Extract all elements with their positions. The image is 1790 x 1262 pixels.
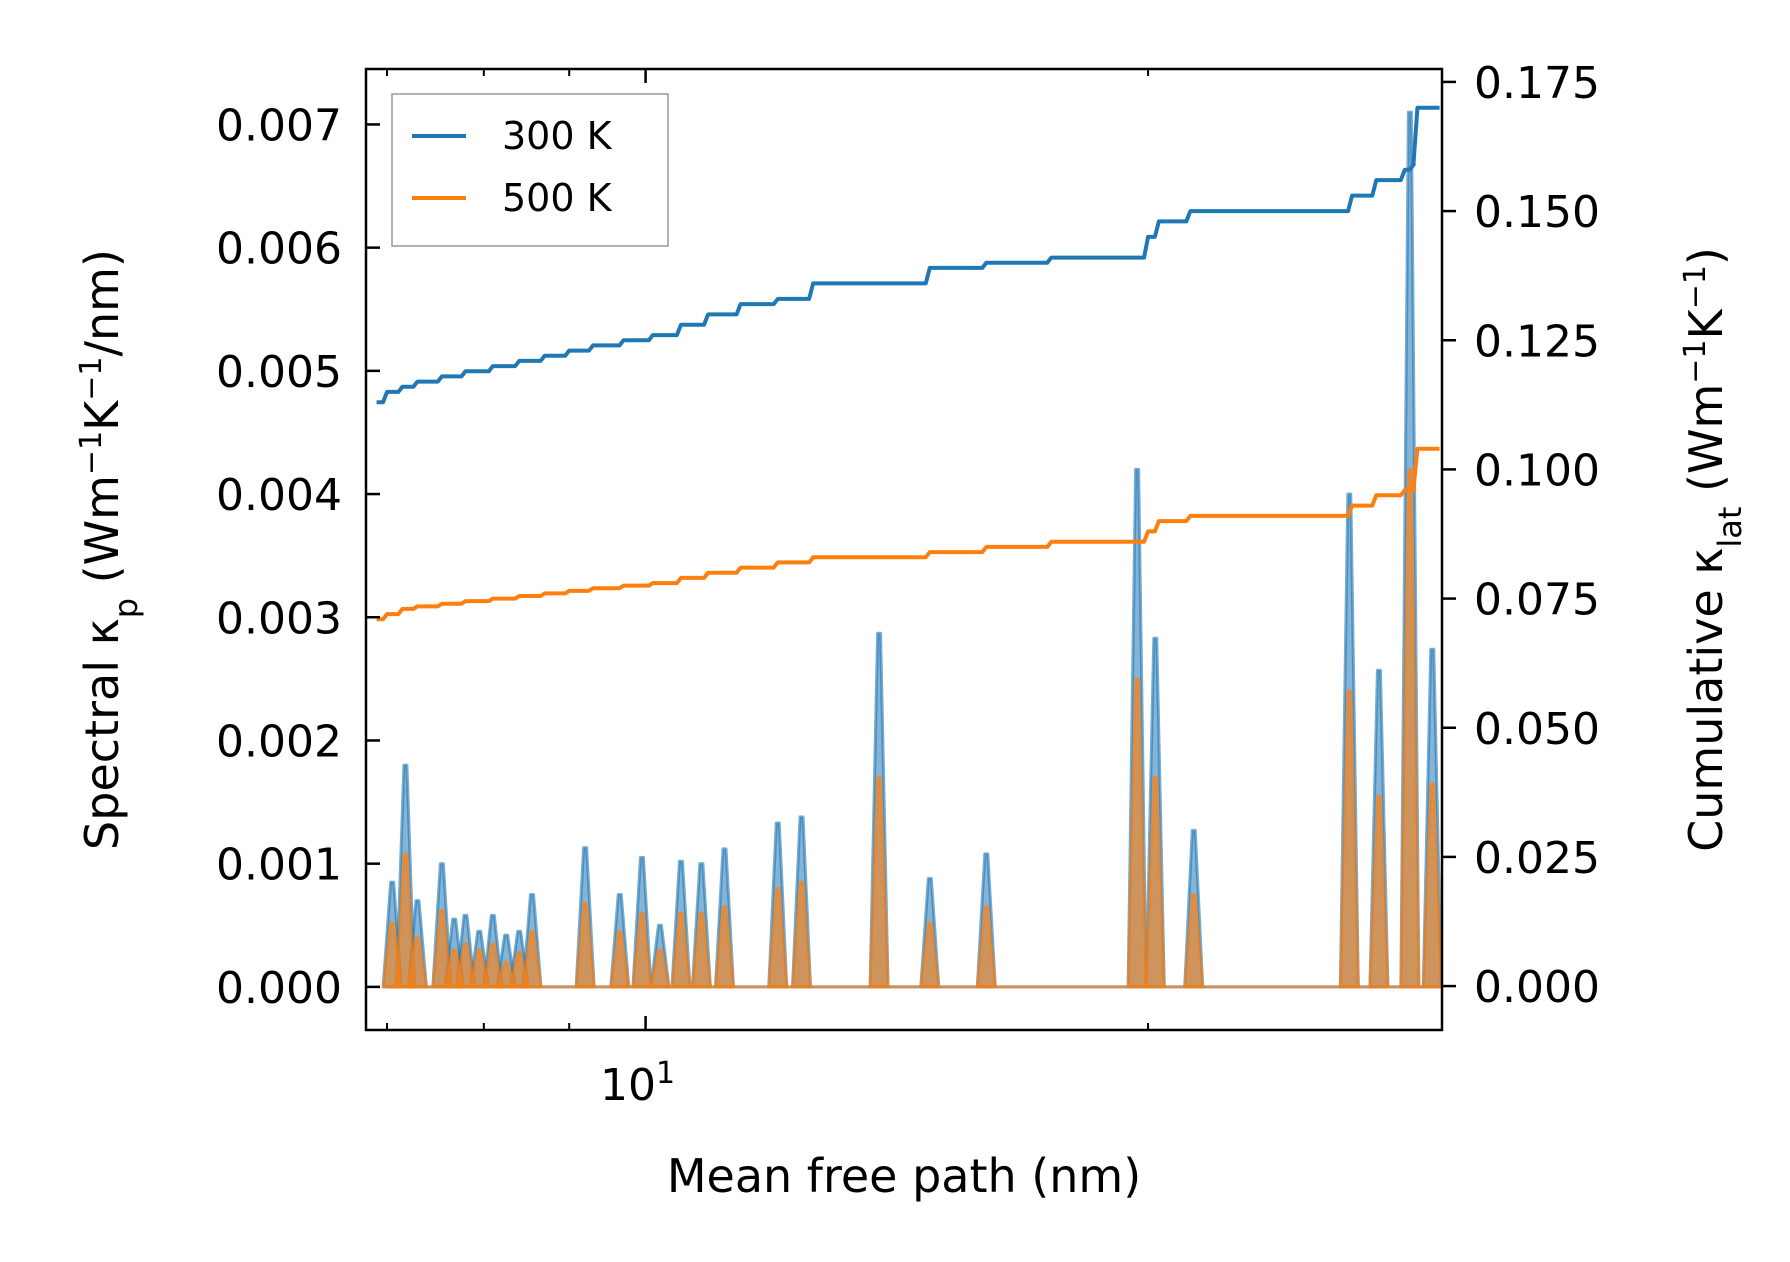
left-y-title-tail: /nm) — [75, 249, 129, 356]
left-y-title-sup1: −1 — [74, 431, 109, 475]
cumulative-line-300k — [376, 105, 1440, 405]
tick-labels-layer: 0.000 0.001 0.002 0.003 0.004 0.005 0.006 0.007… — [216, 58, 1600, 1111]
left-y-tick-label: 0.000 — [216, 963, 342, 1014]
left-y-tick-label: 0.007 — [216, 100, 342, 151]
spectral-peak — [919, 921, 941, 989]
right-y-tick-label: 0.050 — [1474, 704, 1600, 755]
spectral-peak — [468, 948, 490, 989]
left-y-title-prefix: Spectral κ — [75, 618, 129, 850]
plot-frame — [364, 67, 1444, 1032]
legend-box — [391, 93, 669, 247]
spectral-peak — [574, 901, 596, 989]
right-y-title-mid: (Wm — [1679, 384, 1733, 507]
spectral-peak — [521, 929, 543, 989]
spectral-series-500k — [381, 467, 1443, 989]
spectral-peak — [975, 905, 997, 989]
spectral-peak — [1183, 892, 1205, 989]
spectral-peak — [690, 911, 712, 989]
left-y-tick-label: 0.005 — [216, 347, 342, 398]
cumulative-line-500k — [376, 446, 1440, 622]
spectral-peak — [1368, 794, 1390, 989]
right-y-tick-label: 0.125 — [1474, 316, 1600, 367]
x-axis-title: Mean free path (nm) — [667, 1149, 1141, 1203]
legend-label-500k: 500 K — [502, 176, 613, 220]
spectral-peak — [791, 880, 813, 989]
legend: 300 K 500 K — [391, 93, 669, 247]
right-y-tick-label: 0.025 — [1474, 833, 1600, 884]
right-y-tick-label: 0.000 — [1474, 962, 1600, 1013]
right-y-title-sup1: −1 — [1678, 339, 1713, 383]
spectral-peak — [1126, 677, 1148, 989]
spectral-peak — [868, 775, 890, 989]
left-y-tick-label: 0.002 — [216, 716, 342, 767]
left-y-tick-label: 0.001 — [216, 840, 342, 891]
spectral-peak — [1399, 467, 1421, 989]
left-y-tick-label: 0.003 — [216, 593, 342, 644]
spectral-peak — [670, 911, 692, 989]
left-y-title-sup2: −1 — [74, 356, 109, 400]
spectral-peak — [609, 929, 631, 989]
right-y-tick-label: 0.075 — [1474, 575, 1600, 626]
spectral-area-layer — [381, 110, 1443, 989]
right-y-title-tail: ) — [1679, 247, 1733, 265]
spectral-peak — [713, 905, 735, 989]
legend-label-300k: 300 K — [502, 114, 613, 158]
right-y-title-k: K — [1679, 307, 1733, 339]
left-y-title-k: K — [75, 399, 129, 431]
spectral-peak — [1421, 782, 1443, 989]
spectral-peak — [631, 911, 653, 989]
left-y-axis-title: Spectral κp (Wm−1K−1/nm) — [74, 249, 146, 850]
spectral-peak — [1338, 689, 1360, 989]
spectral-peak — [406, 936, 428, 989]
right-y-title-prefix: Cumulative κ — [1679, 548, 1733, 852]
spectral-peak — [649, 948, 671, 989]
x-tick-label: 101 — [600, 1056, 675, 1112]
spectral-peak — [454, 942, 476, 989]
right-y-tick-label: 0.150 — [1474, 187, 1600, 238]
right-y-axis-title: Cumulative κlat (Wm−1K−1) — [1678, 247, 1750, 852]
cumulative-line-layer — [376, 105, 1440, 622]
ticks-layer — [366, 69, 1456, 1030]
spectral-peak — [767, 886, 789, 989]
right-y-tick-label: 0.175 — [1474, 58, 1600, 109]
right-y-title-sup2: −1 — [1678, 265, 1713, 309]
left-y-title-mid: (Wm — [75, 475, 129, 598]
right-y-tick-label: 0.100 — [1474, 445, 1600, 496]
right-y-title-sub: lat — [1711, 507, 1749, 548]
left-y-tick-label: 0.006 — [216, 224, 342, 275]
left-y-title-sub: p — [107, 598, 145, 618]
left-y-tick-label: 0.004 — [216, 470, 342, 521]
spectral-peak — [1144, 775, 1166, 989]
